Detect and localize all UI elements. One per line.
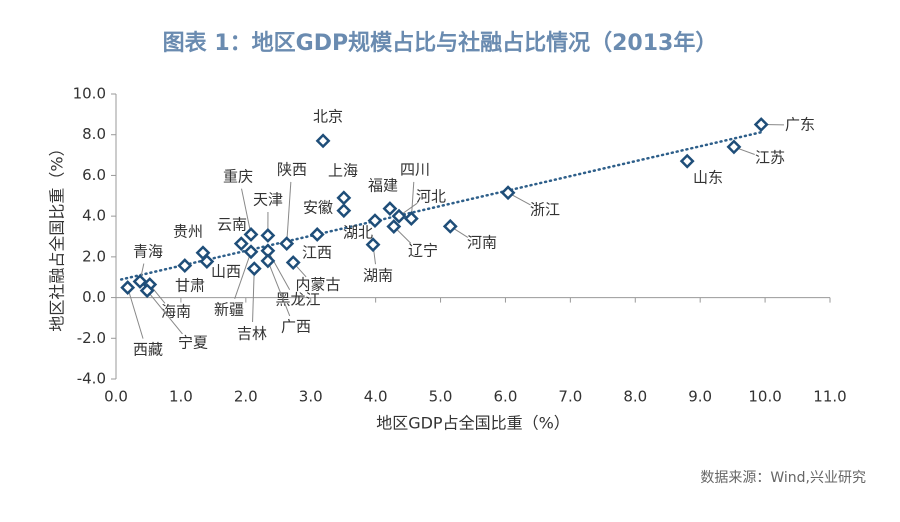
leader-line	[127, 287, 144, 339]
x-tick-label: 11.0	[813, 388, 846, 406]
y-tick-label: 2.0	[82, 247, 106, 265]
point	[260, 228, 276, 243]
chart-title: 图表 1：地区GDP规模占比与社融占比情况（2013年）	[163, 30, 718, 56]
point	[679, 153, 695, 169]
point	[279, 236, 295, 252]
point-label: 上海	[328, 162, 358, 180]
point-label: 内蒙古	[295, 276, 340, 294]
point	[442, 218, 458, 234]
x-tick-label: 9.0	[688, 388, 712, 406]
leader-line	[252, 268, 255, 323]
point-label: 广东	[785, 116, 815, 134]
leader-line	[234, 251, 252, 299]
point-label: 北京	[313, 108, 343, 126]
point-label: 云南	[217, 216, 247, 234]
x-tick-label: 8.0	[623, 388, 647, 406]
point	[260, 253, 276, 269]
y-tick-label: 0.0	[82, 288, 106, 306]
y-axis-label: 地区社融占全国比重（%）	[48, 140, 67, 331]
point	[233, 236, 249, 252]
point-label: 浙江	[530, 201, 560, 219]
point-label: 江西	[302, 244, 332, 262]
point-label: 山西	[211, 263, 241, 281]
point-label: 贵州	[173, 223, 203, 241]
point-label: 新疆	[214, 301, 244, 319]
point-label: 四川	[400, 161, 430, 179]
point	[336, 190, 352, 206]
point-label: 河南	[467, 234, 497, 252]
point	[315, 133, 331, 149]
point	[726, 139, 742, 155]
point-label: 青海	[133, 243, 163, 261]
x-tick-label: 10.0	[748, 388, 781, 406]
point-label: 天津	[253, 191, 283, 209]
x-tick-label: 4.0	[364, 388, 388, 406]
point-label: 宁夏	[178, 334, 208, 352]
point-label: 陕西	[277, 161, 307, 179]
y-tick-label: 8.0	[82, 125, 106, 143]
point-label: 吉林	[237, 325, 267, 343]
x-tick-label: 1.0	[169, 388, 193, 406]
point	[386, 219, 402, 234]
point-label: 河北	[416, 188, 446, 206]
point	[285, 255, 301, 270]
point-label: 山东	[693, 169, 723, 187]
y-tick-label: -4.0	[77, 370, 106, 388]
point-label: 湖北	[343, 224, 373, 242]
x-tick-label: 2.0	[234, 388, 258, 406]
point-label: 江苏	[755, 149, 785, 167]
point	[403, 211, 419, 227]
point	[367, 213, 383, 229]
point	[500, 185, 516, 201]
x-axis-label: 地区GDP占全国比重（%）	[376, 414, 570, 433]
x-tick-label: 5.0	[429, 388, 453, 406]
point	[309, 227, 325, 242]
point	[391, 208, 407, 224]
leader-line	[267, 260, 291, 317]
y-tick-label: 6.0	[82, 166, 106, 184]
point	[382, 201, 398, 217]
point-label: 安徽	[303, 199, 333, 217]
point	[260, 243, 276, 259]
leader-line	[146, 290, 183, 335]
point	[243, 244, 259, 260]
leader-line	[286, 181, 292, 244]
point	[753, 117, 769, 132]
point-label: 辽宁	[408, 242, 438, 260]
point-label: 重庆	[223, 168, 253, 186]
leader-line	[241, 188, 252, 235]
point-label: 甘肃	[175, 277, 205, 295]
x-tick-label: 0.0	[104, 388, 128, 406]
point	[177, 258, 193, 274]
point-label: 黑龙江	[275, 291, 320, 309]
point	[246, 261, 262, 277]
point-label: 西藏	[133, 341, 163, 359]
point	[120, 280, 136, 296]
point-label: 湖南	[363, 267, 393, 285]
x-tick-label: 6.0	[494, 388, 518, 406]
point	[365, 237, 381, 253]
trendline	[119, 130, 763, 281]
y-tick-label: 4.0	[82, 207, 106, 225]
point	[336, 203, 352, 219]
point-label: 广西	[281, 318, 311, 336]
point	[243, 227, 259, 242]
y-tick-label: -2.0	[77, 329, 106, 347]
y-tick-label: 10.0	[73, 85, 106, 103]
point	[139, 283, 155, 299]
point-label: 海南	[161, 303, 191, 321]
x-tick-label: 3.0	[299, 388, 323, 406]
source-note: 数据来源：Wind,兴业研究	[700, 470, 866, 486]
point	[199, 254, 215, 269]
x-tick-label: 7.0	[558, 388, 582, 406]
point-label: 福建	[368, 177, 398, 195]
